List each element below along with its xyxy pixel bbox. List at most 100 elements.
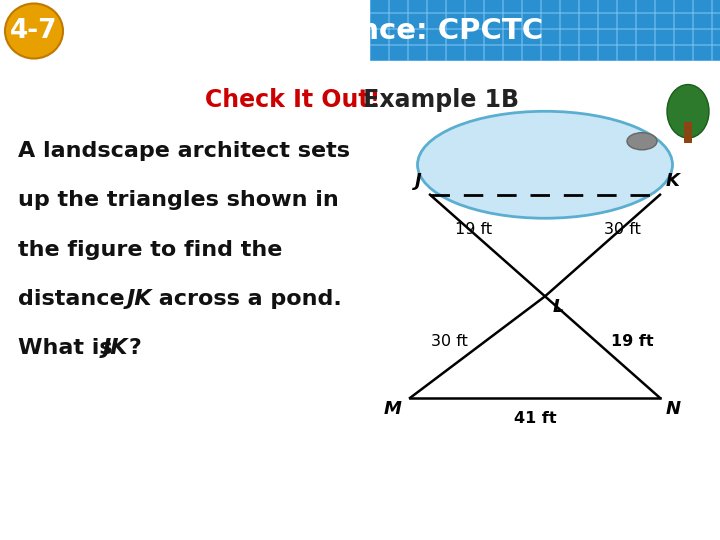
Bar	[389, 0, 407, 12]
Text: N: N	[666, 400, 681, 418]
Bar	[465, 0, 483, 12]
Text: M: M	[384, 400, 402, 418]
Bar	[712, 45, 720, 60]
Bar	[579, 0, 597, 12]
Bar	[522, 0, 540, 12]
Bar	[446, 0, 464, 12]
Bar	[503, 13, 521, 28]
Text: 41 ft: 41 ft	[513, 411, 557, 426]
Bar	[674, 29, 692, 44]
Bar	[655, 13, 673, 28]
Text: JK: JK	[127, 289, 153, 309]
Bar	[446, 45, 464, 60]
Bar	[408, 45, 426, 60]
Text: Check It Out!: Check It Out!	[205, 88, 380, 112]
Text: 19 ft: 19 ft	[611, 334, 654, 349]
Ellipse shape	[418, 111, 672, 218]
Bar	[712, 0, 720, 12]
Bar	[560, 0, 578, 12]
Bar	[389, 13, 407, 28]
Bar	[503, 0, 521, 12]
Bar	[712, 13, 720, 28]
Text: 30 ft: 30 ft	[604, 222, 641, 237]
Text: the figure to find the: the figure to find the	[18, 240, 282, 260]
Bar	[541, 13, 559, 28]
Bar	[636, 45, 654, 60]
Text: distance: distance	[18, 289, 132, 309]
Bar	[427, 13, 445, 28]
Bar	[617, 13, 635, 28]
Bar	[693, 45, 711, 60]
Bar	[560, 45, 578, 60]
Bar	[674, 45, 692, 60]
Bar	[522, 45, 540, 60]
Bar	[408, 0, 426, 12]
Bar	[579, 13, 597, 28]
Bar	[484, 0, 502, 12]
Bar	[389, 29, 407, 44]
Bar	[693, 29, 711, 44]
Text: Example 1B: Example 1B	[355, 88, 519, 112]
Bar	[693, 13, 711, 28]
Bar	[541, 45, 559, 60]
Text: Copyright © by Holt Mc Dougal.: Copyright © by Holt Mc Dougal.	[505, 516, 709, 529]
Bar	[541, 0, 559, 12]
Bar	[560, 13, 578, 28]
Bar	[427, 45, 445, 60]
Bar	[522, 13, 540, 28]
Bar	[370, 29, 388, 44]
Bar	[560, 29, 578, 44]
Text: JK: JK	[103, 338, 128, 358]
Bar	[655, 29, 673, 44]
Bar	[370, 45, 388, 60]
Bar	[655, 45, 673, 60]
Text: up the triangles shown in: up the triangles shown in	[18, 191, 338, 211]
Bar	[408, 13, 426, 28]
Bar	[465, 29, 483, 44]
Bar	[370, 0, 388, 12]
Bar	[446, 29, 464, 44]
Bar	[598, 29, 616, 44]
Text: A landscape architect sets: A landscape architect sets	[18, 141, 350, 161]
Bar	[636, 13, 654, 28]
Bar	[484, 45, 502, 60]
Bar	[617, 29, 635, 44]
Text: Holt McDougal Geometry: Holt McDougal Geometry	[11, 515, 204, 530]
Text: 4-7: 4-7	[10, 18, 58, 44]
Text: across a pond.: across a pond.	[151, 289, 342, 309]
Text: 30 ft: 30 ft	[431, 334, 468, 349]
Text: K: K	[666, 172, 680, 191]
Bar	[598, 45, 616, 60]
Bar	[389, 45, 407, 60]
Bar	[446, 13, 464, 28]
Bar	[465, 13, 483, 28]
Bar	[465, 45, 483, 60]
Bar	[636, 0, 654, 12]
Text: J: J	[415, 172, 422, 191]
Bar	[579, 45, 597, 60]
Ellipse shape	[5, 3, 63, 58]
Text: Copyright © by Holt Mc Dougal. All Rights Reserved.: Copyright © by Holt Mc Dougal. All Right…	[379, 516, 709, 529]
Text: 19 ft: 19 ft	[455, 222, 492, 237]
Bar	[655, 0, 673, 12]
Bar	[579, 29, 597, 44]
Bar	[427, 0, 445, 12]
Text: ?: ?	[128, 338, 141, 358]
Bar	[408, 29, 426, 44]
Bar	[598, 13, 616, 28]
Ellipse shape	[667, 85, 709, 138]
Text: Triangle Congruence: CPCTC: Triangle Congruence: CPCTC	[78, 17, 543, 45]
Bar	[712, 29, 720, 44]
Text: What is: What is	[18, 338, 120, 358]
Text: L: L	[553, 299, 564, 316]
Bar	[522, 29, 540, 44]
Bar	[674, 0, 692, 12]
Ellipse shape	[627, 133, 657, 150]
Bar	[484, 13, 502, 28]
Bar	[693, 0, 711, 12]
Bar	[636, 29, 654, 44]
Bar	[370, 13, 388, 28]
Bar	[484, 29, 502, 44]
Bar	[684, 122, 692, 144]
Bar	[617, 0, 635, 12]
